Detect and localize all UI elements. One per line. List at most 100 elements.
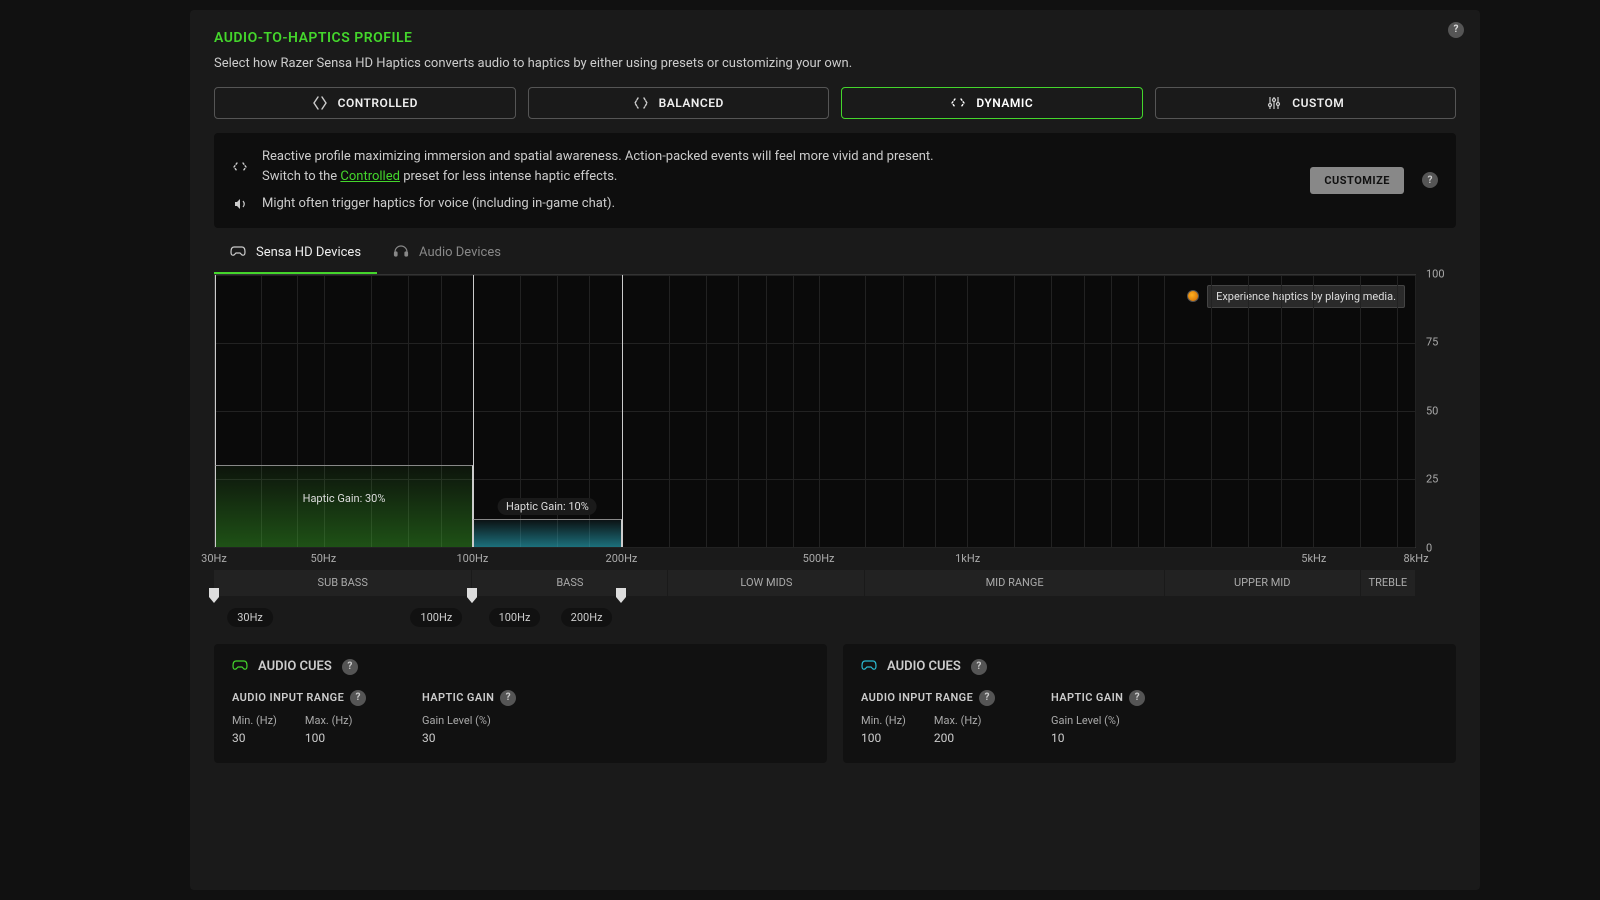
- y-tick: 0: [1426, 541, 1432, 554]
- y-tick: 75: [1426, 336, 1438, 349]
- help-icon[interactable]: ?: [1129, 690, 1145, 706]
- max-label: Max. (Hz): [934, 714, 982, 727]
- preset-label: CONTROLLED: [338, 96, 418, 110]
- dynamic-icon: [950, 95, 966, 111]
- freq-band-cell: BASS: [472, 570, 668, 596]
- controlled-link[interactable]: Controlled: [340, 169, 400, 184]
- x-tick: 30Hz: [201, 552, 227, 565]
- chart-container: Experience haptics by playing media. Hap…: [214, 274, 1456, 632]
- min-label: Min. (Hz): [861, 714, 906, 727]
- input-range-label: AUDIO INPUT RANGE: [861, 691, 973, 704]
- haptic-band[interactable]: Haptic Gain: 30%: [215, 465, 473, 547]
- help-icon[interactable]: ?: [971, 659, 987, 675]
- media-hint: Experience haptics by playing media.: [1187, 285, 1405, 308]
- haptics-panel: ? AUDIO-TO-HAPTICS PROFILE Select how Ra…: [190, 10, 1480, 890]
- balanced-icon: [633, 95, 649, 111]
- preset-label: CUSTOM: [1292, 96, 1344, 110]
- band-gain-label: Haptic Gain: 30%: [303, 492, 386, 505]
- x-tick: 1kHz: [955, 552, 980, 565]
- help-icon[interactable]: ?: [342, 659, 358, 675]
- pulse-icon: [1187, 290, 1199, 302]
- preset-custom-button[interactable]: CUSTOM: [1155, 87, 1457, 119]
- slider-value-pill: 100Hz: [489, 608, 541, 627]
- slider-value-pill: 100Hz: [410, 608, 462, 627]
- preset-label: BALANCED: [659, 96, 724, 110]
- gain-label: Gain Level (%): [1051, 714, 1191, 727]
- min-value: 100: [861, 731, 906, 745]
- tab-audio-devices[interactable]: Audio Devices: [377, 234, 517, 274]
- help-icon[interactable]: ?: [500, 690, 516, 706]
- y-axis: 1007550250: [1416, 274, 1456, 548]
- slider-value-pill: 200Hz: [561, 608, 613, 627]
- section-title: AUDIO-TO-HAPTICS PROFILE: [214, 30, 1456, 46]
- x-tick: 500Hz: [803, 552, 835, 565]
- gamepad-icon: [861, 658, 877, 676]
- haptic-gain-label: HAPTIC GAIN: [422, 691, 494, 704]
- help-icon[interactable]: ?: [350, 690, 366, 706]
- gain-value: 10: [1051, 731, 1191, 745]
- preset-balanced-button[interactable]: BALANCED: [528, 87, 830, 119]
- band-gain-label: Haptic Gain: 10%: [498, 498, 597, 515]
- audio-cues-card: AUDIO CUES ? AUDIO INPUT RANGE? Min. (Hz…: [214, 644, 827, 763]
- help-icon[interactable]: ?: [1448, 22, 1464, 38]
- help-icon[interactable]: ?: [979, 690, 995, 706]
- dynamic-icon: [232, 159, 248, 175]
- help-icon[interactable]: ?: [1422, 172, 1438, 188]
- gain-label: Gain Level (%): [422, 714, 562, 727]
- preset-description: Reactive profile maximizing immersion an…: [214, 133, 1456, 228]
- range-slider-handle[interactable]: [615, 588, 627, 604]
- freq-band-row: SUB BASSBASSLOW MIDSMID RANGEUPPER MIDTR…: [214, 570, 1416, 596]
- x-axis: 30Hz50Hz100Hz200Hz500Hz1kHz5kHz8kHz: [214, 548, 1416, 568]
- desc-text: Switch to the: [262, 169, 340, 184]
- controlled-icon: [312, 95, 328, 111]
- slider-row: 30Hz 100Hz 100Hz 200Hz: [214, 600, 1416, 632]
- freq-band-cell: SUB BASS: [214, 570, 472, 596]
- x-tick: 50Hz: [311, 552, 337, 565]
- min-label: Min. (Hz): [232, 714, 277, 727]
- gamepad-icon: [232, 658, 248, 676]
- max-value: 100: [305, 731, 353, 745]
- headphones-icon: [393, 244, 409, 262]
- max-label: Max. (Hz): [305, 714, 353, 727]
- y-tick: 50: [1426, 404, 1438, 417]
- customize-button[interactable]: CUSTOMIZE: [1310, 167, 1404, 194]
- min-value: 30: [232, 731, 277, 745]
- gain-value: 30: [422, 731, 562, 745]
- input-range-label: AUDIO INPUT RANGE: [232, 691, 344, 704]
- cues-heading: AUDIO CUES: [258, 659, 332, 674]
- desc-text: preset for less intense haptic effects.: [403, 169, 617, 184]
- frequency-chart[interactable]: Experience haptics by playing media. Hap…: [214, 274, 1416, 548]
- preset-controlled-button[interactable]: CONTROLLED: [214, 87, 516, 119]
- freq-band-cell: LOW MIDS: [668, 570, 865, 596]
- tab-label: Sensa HD Devices: [256, 245, 361, 260]
- x-tick: 200Hz: [606, 552, 638, 565]
- haptic-band[interactable]: Haptic Gain: 10%: [473, 519, 622, 546]
- preset-label: DYNAMIC: [976, 96, 1033, 110]
- y-tick: 100: [1426, 267, 1445, 280]
- haptic-gain-label: HAPTIC GAIN: [1051, 691, 1123, 704]
- freq-band-cell: UPPER MID: [1165, 570, 1361, 596]
- audio-cues-card: AUDIO CUES ? AUDIO INPUT RANGE? Min. (Hz…: [843, 644, 1456, 763]
- tab-label: Audio Devices: [419, 245, 501, 260]
- slider-value-pill: 30Hz: [227, 608, 273, 627]
- freq-band-cell: MID RANGE: [865, 570, 1164, 596]
- tab-sensa-devices[interactable]: Sensa HD Devices: [214, 234, 377, 274]
- y-tick: 25: [1426, 473, 1438, 486]
- cues-heading: AUDIO CUES: [887, 659, 961, 674]
- desc-voice-warning: Might often trigger haptics for voice (i…: [262, 194, 615, 214]
- audio-cues-row: AUDIO CUES ? AUDIO INPUT RANGE? Min. (Hz…: [214, 644, 1456, 763]
- preset-dynamic-button[interactable]: DYNAMIC: [841, 87, 1143, 119]
- x-tick: 5kHz: [1301, 552, 1326, 565]
- desc-text: Reactive profile maximizing immersion an…: [262, 149, 934, 164]
- gamepad-icon: [230, 244, 246, 262]
- hint-text: Experience haptics by playing media.: [1207, 285, 1405, 308]
- device-tabs: Sensa HD Devices Audio Devices: [214, 234, 1456, 274]
- sliders-icon: [1266, 95, 1282, 111]
- freq-band-cell: TREBLE: [1361, 570, 1416, 596]
- range-slider-handle[interactable]: [208, 588, 220, 604]
- voice-icon: [232, 196, 248, 212]
- range-slider-handle[interactable]: [466, 588, 478, 604]
- preset-row: CONTROLLED BALANCED DYNAMIC CUSTOM: [214, 87, 1456, 119]
- max-value: 200: [934, 731, 982, 745]
- x-tick: 100Hz: [456, 552, 488, 565]
